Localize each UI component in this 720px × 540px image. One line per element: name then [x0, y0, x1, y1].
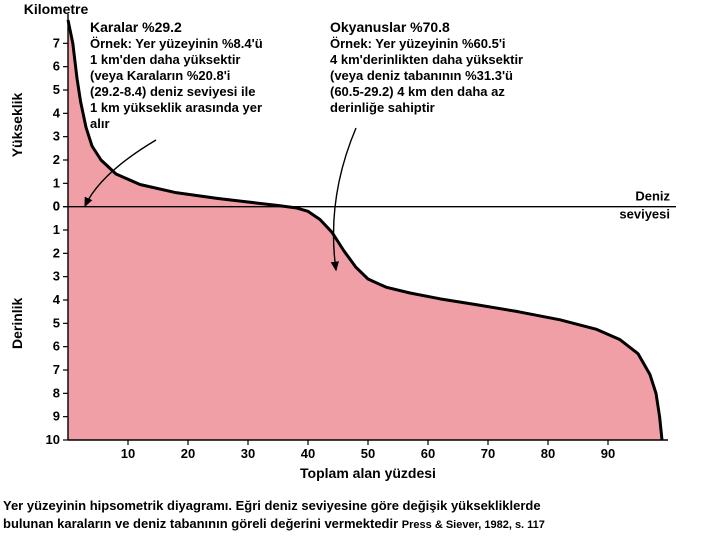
annot-land-line: Örnek: Yer yüzeyinin %8.4'ü: [90, 36, 263, 51]
annot-ocean-line: (veya deniz tabanının %31.3'ü: [330, 68, 513, 83]
caption-line2: bulunan karaların ve deniz tabanının gör…: [3, 516, 398, 531]
annot-land-line: (veya Karaların %20.8'i: [90, 68, 230, 83]
y-tick-label: 3: [53, 269, 60, 284]
x-axis-title: Toplam alan yüzdesi: [300, 465, 436, 481]
y-tick-label: 10: [46, 432, 60, 447]
x-tick-label: 80: [541, 446, 555, 461]
curve-fill: [68, 20, 662, 440]
y-tick-label: 2: [53, 152, 60, 167]
x-tick-label: 30: [241, 446, 255, 461]
annot-land-line: alır: [90, 116, 110, 131]
y-tick-label: 7: [53, 35, 60, 50]
annot-ocean-line: derinliğe sahiptir: [330, 100, 435, 115]
x-tick-label: 40: [301, 446, 315, 461]
y-tick-label: 4: [53, 292, 61, 307]
y-axis-title-top: Yükseklik: [9, 92, 25, 157]
annot-land-line: 1 km yükseklik arasında yer: [90, 100, 262, 115]
y-tick-label: 7: [53, 362, 60, 377]
hypsometric-chart: 76543210123456789100102030405060708090To…: [0, 0, 720, 500]
y-tick-label: 6: [53, 339, 60, 354]
y-tick-label: 0: [53, 199, 60, 214]
y-tick-label: 2: [53, 245, 60, 260]
figure-caption: Yer yüzeyinin hipsometrik diyagramı. Eğr…: [3, 497, 717, 532]
sea-level-label-1: Deniz: [635, 189, 670, 204]
annot-ocean-line: 4 km'derinlikten daha yüksektir: [330, 52, 523, 67]
y-tick-label: 1: [53, 175, 60, 190]
y-axis-title-bottom: Derinlik: [9, 297, 25, 349]
x-tick-label: 50: [361, 446, 375, 461]
annot-land-line: (29.2-8.4) deniz seviyesi ile: [90, 84, 255, 99]
annot-ocean-title: Okyanuslar %70.8: [330, 19, 450, 35]
x-tick-label: 20: [181, 446, 195, 461]
y-tick-label: 8: [53, 385, 60, 400]
x-tick-label: 60: [421, 446, 435, 461]
annot-ocean-line: Örnek: Yer yüzeyinin %60.5'i: [330, 36, 506, 51]
y-tick-label: 9: [53, 409, 60, 424]
sea-level-label-2: seviyesi: [619, 207, 670, 222]
y-tick-label: 4: [53, 105, 61, 120]
x-tick-label: 90: [601, 446, 615, 461]
annot-land-title: Karalar %29.2: [90, 19, 182, 35]
y-tick-label: 5: [53, 315, 60, 330]
annot-land-line: 1 km'den daha yüksektir: [90, 52, 241, 67]
x-tick-label: 10: [121, 446, 135, 461]
annot-ocean-line: (60.5-29.2) 4 km den daha az: [330, 84, 505, 99]
x-tick-label: 70: [481, 446, 495, 461]
y-tick-label: 3: [53, 129, 60, 144]
y-axis-unit: Kilometre: [24, 1, 89, 17]
y-tick-label: 1: [53, 222, 60, 237]
y-tick-label: 5: [53, 82, 60, 97]
caption-citation: Press & Siever, 1982, s. 117: [402, 519, 545, 531]
caption-line1: Yer yüzeyinin hipsometrik diyagramı. Eğr…: [3, 498, 541, 513]
y-tick-label: 6: [53, 59, 60, 74]
chart-svg: 76543210123456789100102030405060708090To…: [0, 0, 720, 500]
